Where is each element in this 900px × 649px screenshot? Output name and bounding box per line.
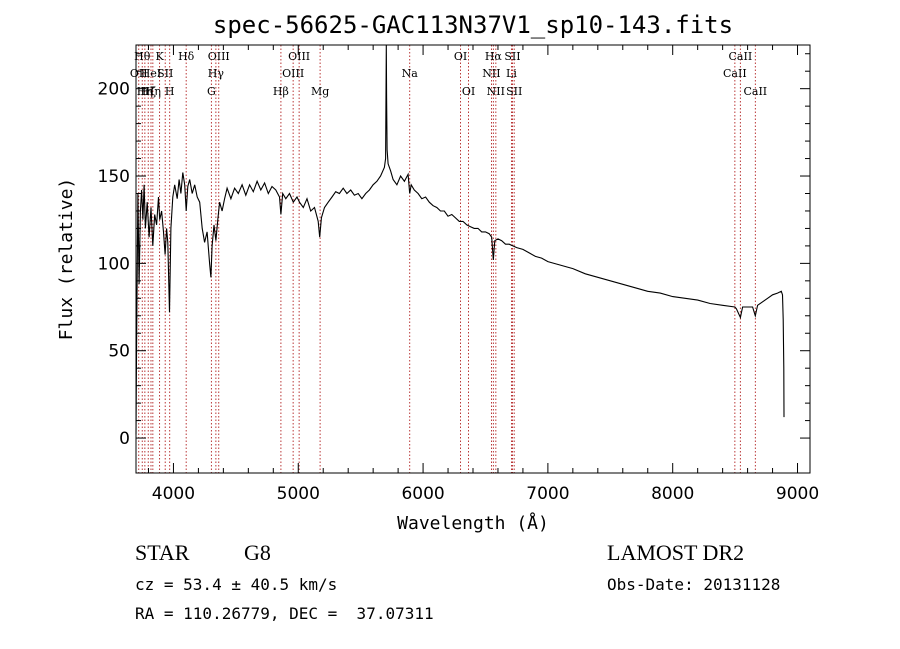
line-label: Li — [506, 67, 517, 80]
line-label: Hα — [485, 50, 503, 63]
line-label: K — [155, 50, 164, 63]
line-label: Hδ — [178, 50, 195, 63]
y-tick-label: 50 — [108, 342, 130, 362]
line-label: Hβ — [273, 85, 289, 98]
survey-name: LAMOST DR2 — [607, 540, 745, 565]
line-label: NII — [487, 85, 505, 98]
coordinates: RA = 110.26779, DEC = 37.07311 — [135, 604, 434, 623]
line-label: CaII — [723, 67, 747, 80]
line-label: H — [165, 85, 175, 98]
line-label: G — [207, 85, 216, 98]
redshift-velocity: cz = 53.4 ± 40.5 km/s — [135, 575, 338, 594]
line-label: SII — [506, 85, 522, 98]
spectral-line-labels: OIIHθHηHζHeIHηKSIIHHδGHγOIIIHβOIIIOIIIMg… — [130, 50, 767, 98]
line-label: OI — [454, 50, 467, 63]
x-tick-label: 7000 — [526, 484, 569, 504]
line-label: OIII — [282, 67, 304, 80]
line-label: OII — [130, 67, 148, 80]
line-label: CaII — [743, 85, 767, 98]
line-label: Hθ — [134, 50, 151, 63]
spectral-line-markers — [138, 45, 756, 473]
x-tick-label: 8000 — [651, 484, 694, 504]
x-tick-label: 6000 — [401, 484, 444, 504]
observation-date: Obs-Date: 20131128 — [607, 575, 781, 594]
y-tick-label: 200 — [98, 80, 130, 100]
x-axis-ticks: 4000 5000 6000 7000 8000 9000 — [147, 45, 819, 504]
line-label: HeI — [141, 67, 161, 80]
line-label: SII — [504, 50, 520, 63]
spectrum-line — [135, 44, 785, 435]
y-axis-label: Flux (relative) — [56, 178, 77, 341]
y-tick-label: 150 — [98, 167, 130, 187]
plot-frame — [135, 44, 811, 474]
y-tick-label: 100 — [98, 254, 130, 274]
object-subclass: G8 — [244, 540, 271, 565]
line-label: Na — [402, 67, 419, 80]
line-label: SII — [157, 67, 173, 80]
x-tick-label: 4000 — [152, 484, 195, 504]
line-label: Hη — [145, 85, 161, 98]
y-axis-ticks: 0 50 100 150 200 — [98, 53, 810, 449]
line-label: CaII — [729, 50, 753, 63]
object-class: STAR — [135, 540, 190, 565]
line-label: Hγ — [208, 67, 225, 80]
line-label: OIII — [208, 50, 230, 63]
y-tick-label: 0 — [119, 429, 130, 449]
line-label: OIII — [288, 50, 310, 63]
line-label: Mg — [311, 85, 329, 98]
line-label: NII — [482, 67, 500, 80]
chart-title: spec-56625-GAC113N37V1_sp10-143.fits — [213, 11, 733, 39]
x-tick-label: 9000 — [776, 484, 819, 504]
x-tick-label: 5000 — [277, 484, 320, 504]
x-axis-label: Wavelength (Å) — [397, 512, 549, 534]
line-label: OI — [462, 85, 475, 98]
